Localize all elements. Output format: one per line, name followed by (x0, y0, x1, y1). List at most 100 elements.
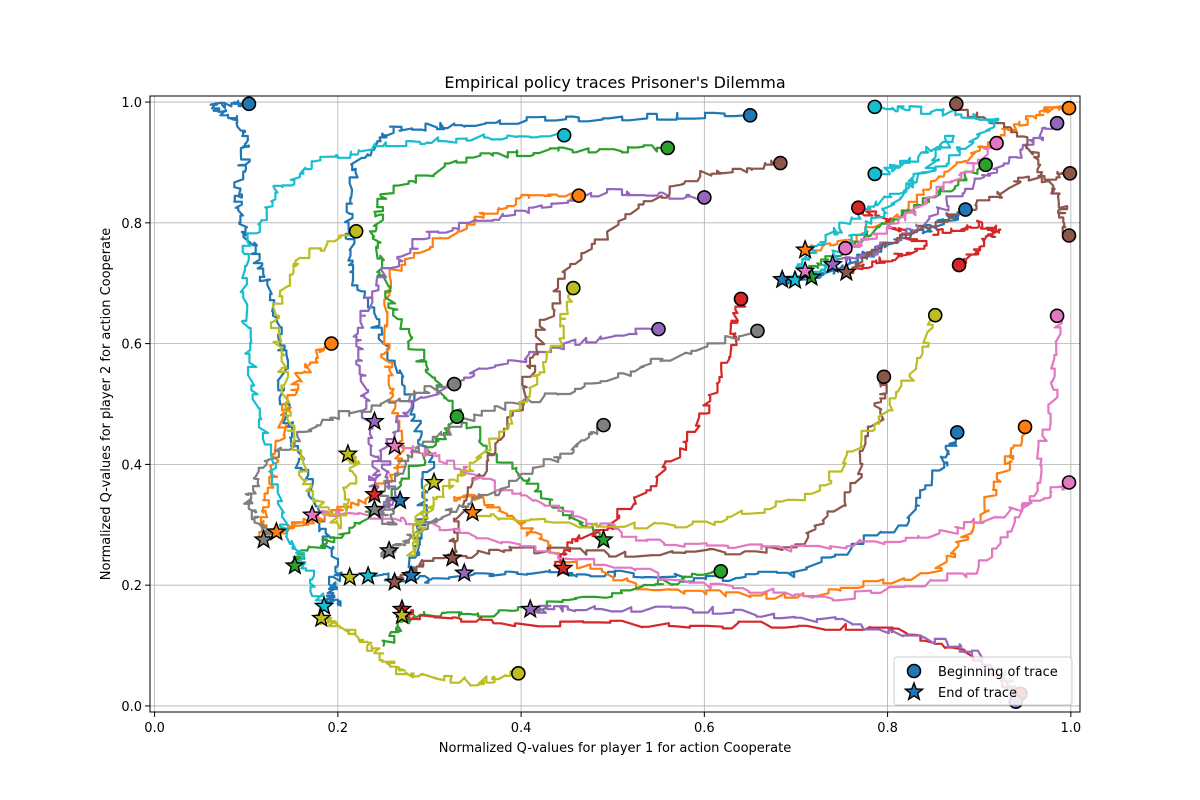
ticks: 0.0 0.2 0.4 0.6 0.8 1.0 0.0 0.2 0.4 0.6 0.8 1.0 (121, 96, 1081, 736)
trace-line (804, 103, 1072, 252)
x-tick-label: 1.0 (1060, 721, 1081, 736)
chart-title: Empirical policy traces Prisoner's Dilem… (444, 73, 785, 92)
end-marker (519, 598, 541, 619)
end-marker (794, 260, 816, 281)
trace-line (373, 430, 959, 584)
trace-line (794, 104, 1000, 281)
begin-marker (951, 257, 967, 273)
end-marker (822, 253, 844, 274)
legend-label: Beginning of trace (938, 665, 1058, 680)
end-marker (835, 261, 857, 282)
trace-line (932, 219, 1002, 268)
trace-line (845, 170, 1071, 275)
trace-line (955, 102, 1071, 237)
begin-marker (978, 157, 993, 173)
begin-marker (449, 409, 465, 424)
trace-line (453, 425, 1029, 600)
y-tick-label: 1.0 (121, 96, 142, 111)
begin-marker (1049, 115, 1065, 131)
end-marker (552, 557, 574, 578)
trace-line (368, 144, 669, 541)
end-marker (364, 483, 385, 504)
begin-marker (742, 108, 758, 123)
end-marker (391, 604, 413, 625)
begin-marker (556, 127, 572, 143)
trace-line (343, 111, 752, 575)
end-marker (364, 498, 385, 519)
end-marker (400, 564, 422, 585)
begin-marker (697, 190, 712, 205)
x-tick-label: 0.4 (511, 721, 532, 736)
y-tick-label: 0.8 (121, 217, 142, 232)
end-marker (794, 239, 816, 259)
trace-line (290, 415, 458, 568)
trace-line (381, 569, 722, 647)
begin-marker (511, 666, 526, 681)
begin-marker (958, 202, 973, 217)
end-marker (337, 443, 359, 464)
end-marker (453, 562, 475, 583)
end-marker (301, 504, 323, 525)
trace-line (553, 297, 747, 570)
trace-line (239, 131, 566, 608)
legend: Beginning of trace End of trace (893, 656, 1073, 706)
trace-line (447, 159, 782, 560)
end-marker (423, 471, 445, 492)
begin-marker (773, 155, 788, 171)
x-tick-label: 0.8 (877, 721, 898, 736)
end-marker (378, 539, 400, 560)
y-axis-label: Normalized Q-values for player 2 for act… (99, 228, 114, 580)
trace-line (406, 286, 575, 557)
trace-line (269, 230, 361, 530)
begin-marker (660, 140, 675, 156)
trace-line (380, 422, 605, 558)
begin-marker (1017, 419, 1033, 435)
end-marker (313, 595, 335, 616)
begin-marker (446, 376, 462, 392)
legend-box (893, 656, 1073, 706)
begin-marker (989, 135, 1004, 151)
x-axis-label: Normalized Q-values for player 1 for act… (439, 741, 791, 756)
begin-marker (850, 200, 866, 216)
end-marker (389, 489, 411, 510)
begin-marker (596, 417, 611, 433)
begin-marker (733, 291, 749, 307)
begin-marker (1061, 100, 1077, 116)
trace-line (309, 314, 1063, 602)
trace-line (794, 163, 987, 281)
begin-marker (713, 563, 729, 579)
begin-marker (324, 336, 339, 351)
begin-marker (949, 96, 964, 112)
begin-marker (651, 321, 666, 337)
trace-line (849, 206, 928, 274)
begin-marker (1061, 228, 1077, 243)
trace-line (209, 99, 343, 607)
begin-marker (1062, 166, 1078, 181)
begin-marker (571, 188, 587, 203)
axes-frame (149, 95, 1081, 713)
end-markers (253, 239, 857, 628)
trace-line (828, 122, 1059, 266)
end-marker (593, 528, 614, 549)
begin-marker (838, 240, 853, 256)
end-marker (441, 547, 463, 567)
trace-line (812, 134, 955, 279)
legend-begin-swatch (906, 663, 922, 679)
end-marker (364, 410, 385, 431)
legend-end-swatch (903, 680, 925, 701)
end-marker (310, 607, 332, 628)
begin-marker (949, 425, 965, 440)
begin-marker (876, 369, 892, 385)
begin-marker (348, 223, 364, 239)
begin-marker (1049, 308, 1065, 324)
y-tick-label: 0.2 (121, 579, 142, 594)
end-marker (384, 435, 406, 456)
x-tick-label: 0.0 (144, 721, 165, 736)
begin-markers (241, 96, 1078, 710)
trace-line (315, 614, 520, 687)
end-marker (462, 501, 483, 522)
end-marker (357, 565, 379, 586)
x-tick-label: 0.2 (327, 721, 348, 736)
legend-label: End of trace (938, 686, 1017, 701)
begin-marker (566, 280, 581, 296)
